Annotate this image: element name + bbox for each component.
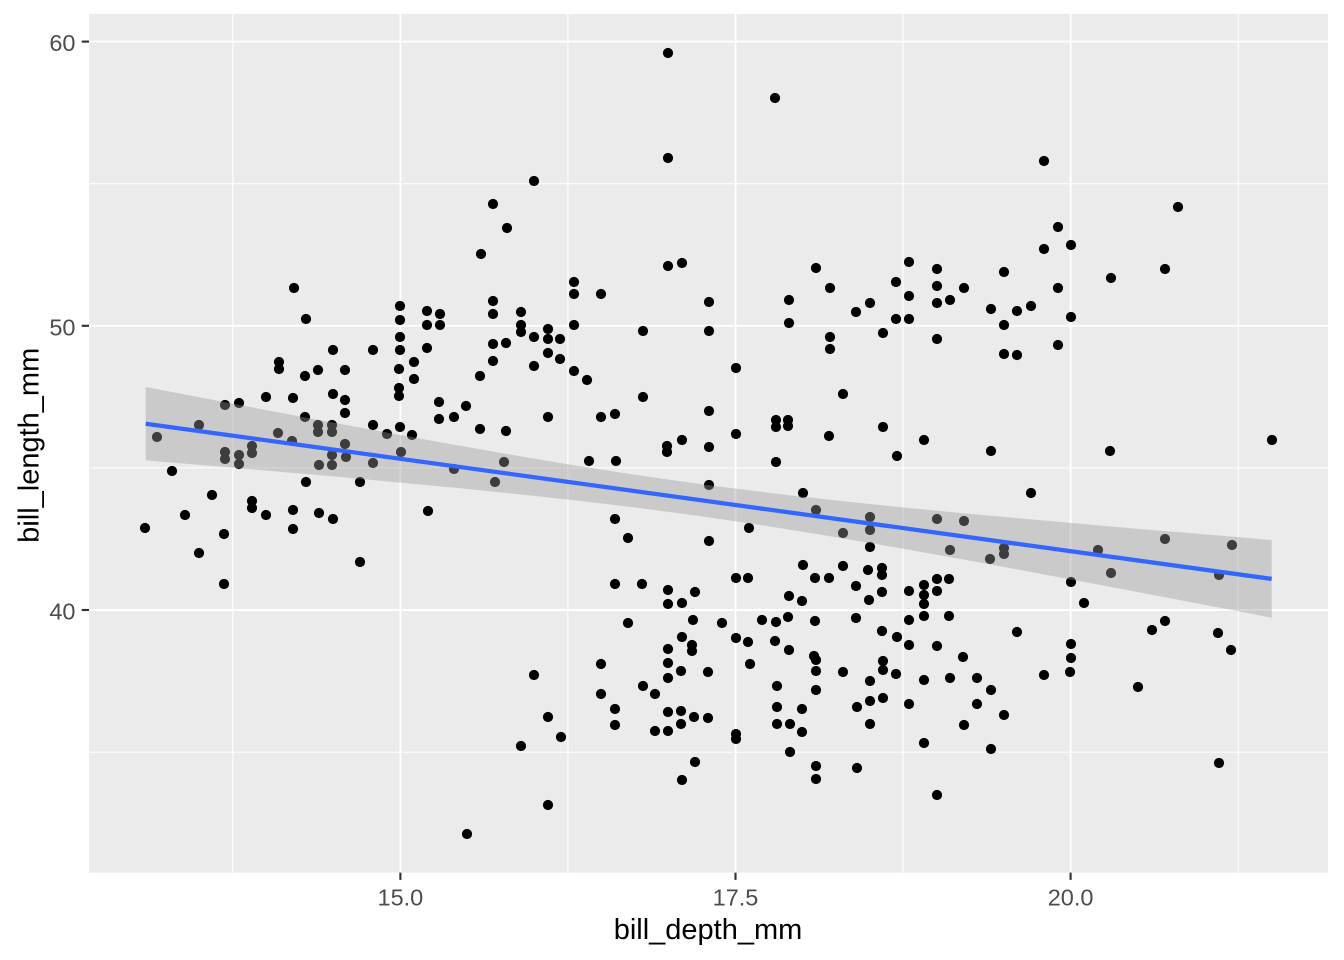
- svg-text:15.0: 15.0: [378, 885, 424, 911]
- svg-text:50: 50: [49, 314, 75, 340]
- svg-text:bill_length_mm: bill_length_mm: [14, 348, 46, 543]
- svg-text:20.0: 20.0: [1048, 885, 1094, 911]
- svg-text:40: 40: [49, 599, 75, 625]
- svg-text:17.5: 17.5: [713, 885, 759, 911]
- svg-text:60: 60: [49, 30, 75, 56]
- svg-text:bill_depth_mm: bill_depth_mm: [614, 914, 803, 946]
